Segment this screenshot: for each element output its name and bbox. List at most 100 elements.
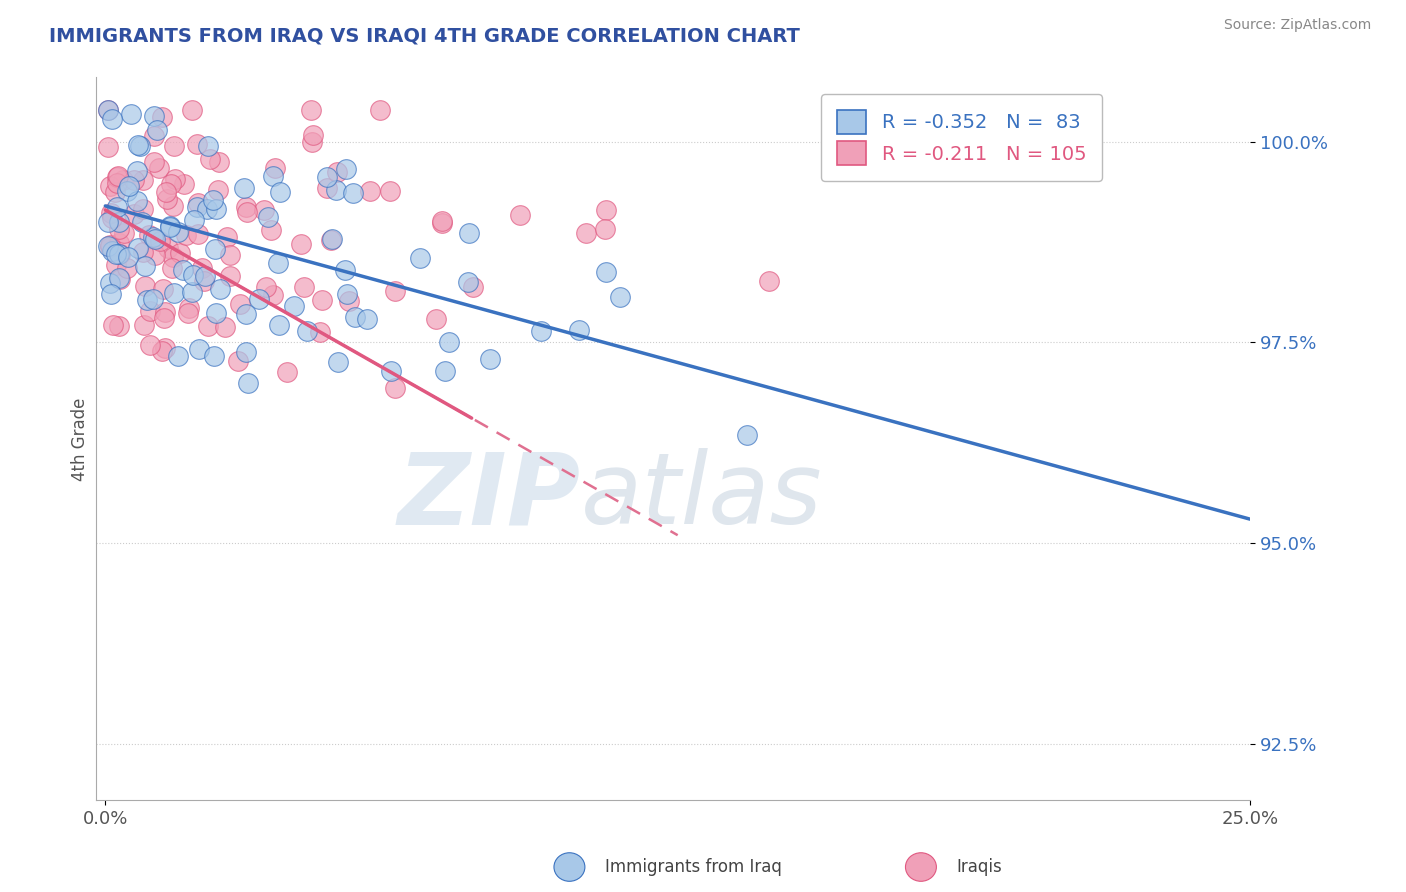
Y-axis label: 4th Grade: 4th Grade — [72, 397, 89, 481]
Point — [159, 177, 181, 191]
Point — [115, 260, 138, 275]
Point — [253, 202, 276, 217]
Point — [219, 269, 242, 284]
Text: Iraqis: Iraqis — [956, 858, 1002, 876]
Point — [235, 204, 257, 219]
Point — [132, 244, 155, 259]
Point — [187, 196, 209, 211]
Point — [97, 103, 120, 117]
Point — [208, 154, 231, 169]
Point — [101, 318, 124, 332]
Point — [105, 200, 128, 214]
Point — [142, 155, 165, 169]
Point — [302, 128, 325, 143]
Point — [181, 103, 204, 117]
Point — [308, 326, 330, 340]
Point — [457, 227, 479, 241]
Point — [439, 334, 461, 349]
Point — [143, 248, 166, 262]
Point — [125, 194, 148, 208]
Point — [207, 184, 229, 198]
Point — [183, 213, 205, 227]
Point — [267, 256, 290, 270]
Point — [100, 287, 122, 301]
Point — [204, 242, 226, 256]
Point — [236, 376, 259, 390]
Point — [197, 139, 219, 153]
Point — [262, 287, 284, 301]
Point — [343, 310, 366, 324]
Point — [107, 169, 129, 183]
Point — [162, 250, 184, 264]
Point — [263, 161, 285, 175]
Point — [166, 349, 188, 363]
Point — [593, 221, 616, 235]
Point — [108, 214, 131, 228]
Point — [162, 199, 184, 213]
Point — [187, 227, 209, 242]
Point — [155, 185, 177, 199]
Point — [205, 306, 228, 320]
Point — [333, 263, 356, 277]
Point — [153, 341, 176, 355]
Point — [208, 282, 231, 296]
Point — [186, 136, 208, 151]
Point — [105, 247, 128, 261]
Point — [433, 364, 456, 378]
Point — [160, 260, 183, 275]
Point — [98, 240, 121, 254]
Point — [163, 286, 186, 301]
Point — [153, 305, 176, 319]
Point — [457, 275, 479, 289]
Point — [132, 172, 155, 186]
Point — [97, 238, 120, 252]
Point — [478, 351, 501, 366]
Point — [235, 307, 257, 321]
Text: ZIP: ZIP — [398, 448, 581, 545]
Point — [124, 206, 146, 220]
Point — [127, 241, 149, 255]
Point — [368, 103, 391, 117]
Point — [276, 365, 298, 379]
Point — [128, 139, 150, 153]
Point — [138, 227, 160, 242]
Point — [152, 311, 174, 326]
Point — [98, 238, 121, 252]
Point — [735, 427, 758, 442]
Point — [108, 270, 131, 285]
Point — [335, 161, 357, 176]
Text: atlas: atlas — [581, 448, 823, 545]
Point — [159, 219, 181, 234]
Point — [575, 226, 598, 240]
Point — [169, 245, 191, 260]
Point — [142, 109, 165, 123]
Point — [157, 241, 180, 255]
Point — [108, 319, 131, 334]
Point — [132, 202, 155, 217]
Point — [384, 285, 406, 299]
Point — [172, 263, 194, 277]
Point — [163, 172, 186, 186]
Point — [215, 230, 238, 244]
Point — [380, 363, 402, 377]
Point — [295, 324, 318, 338]
Text: Source: ZipAtlas.com: Source: ZipAtlas.com — [1223, 18, 1371, 32]
Point — [342, 186, 364, 200]
Point — [101, 112, 124, 127]
Point — [247, 293, 270, 307]
Point — [568, 323, 591, 337]
Point — [150, 344, 173, 359]
Point — [167, 226, 190, 240]
Point — [104, 258, 127, 272]
Point — [108, 272, 131, 286]
Point — [197, 319, 219, 334]
Point — [181, 268, 204, 282]
Point — [197, 202, 219, 216]
Point — [117, 250, 139, 264]
Point — [193, 274, 215, 288]
Point — [142, 292, 165, 306]
Point — [384, 381, 406, 395]
Point — [115, 184, 138, 198]
Point — [321, 232, 343, 246]
Point — [97, 214, 120, 228]
